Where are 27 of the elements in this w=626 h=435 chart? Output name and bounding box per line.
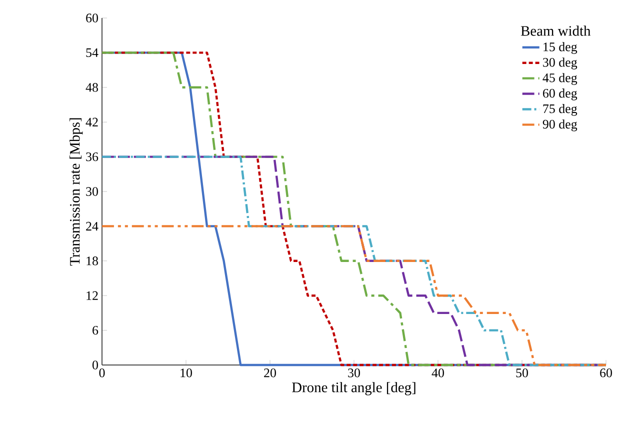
- legend-label: 90 deg: [542, 119, 578, 132]
- y-tick-label: 6: [92, 326, 98, 335]
- x-tick-label: 60: [600, 368, 612, 378]
- y-tick-label: 36: [86, 152, 98, 162]
- legend-title: Beam width: [520, 26, 591, 36]
- x-tick-label: 10: [180, 368, 192, 378]
- y-tick-label: 30: [86, 187, 98, 196]
- y-tick-label: 42: [86, 118, 98, 126]
- x-tick-label: 0: [99, 368, 105, 378]
- y-tick-label: 0: [92, 360, 98, 370]
- legend-label: 15 deg: [544, 42, 578, 54]
- x-tick-label: 20: [264, 368, 276, 378]
- legend-label: 30 deg: [543, 58, 578, 70]
- y-tick-label: 60: [86, 14, 98, 22]
- x-axis-title: Drone tilt angle [deg]: [292, 382, 416, 396]
- legend-label: 60 deg: [543, 88, 578, 100]
- y-tick-label: 48: [86, 83, 98, 92]
- y-axis-title: Transmission rate [Mbps]: [70, 118, 83, 266]
- legend-label: 75 deg: [543, 104, 578, 116]
- x-tick-label: 50: [516, 368, 528, 378]
- y-tick-label: 18: [86, 256, 98, 266]
- y-tick-label: 12: [86, 291, 98, 300]
- y-tick-label: 24: [86, 222, 98, 230]
- y-tick-label: 54: [86, 48, 98, 58]
- x-tick-label: 30: [348, 368, 360, 378]
- legend-label: 45 deg: [542, 73, 578, 85]
- x-tick-label: 40: [432, 368, 444, 378]
